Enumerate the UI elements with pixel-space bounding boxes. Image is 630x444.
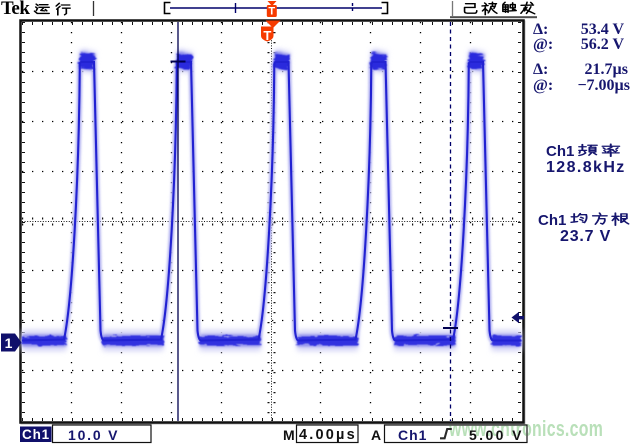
- svg-text:T: T: [263, 28, 271, 43]
- svg-text:1: 1: [5, 335, 13, 351]
- svg-text:T: T: [268, 6, 275, 18]
